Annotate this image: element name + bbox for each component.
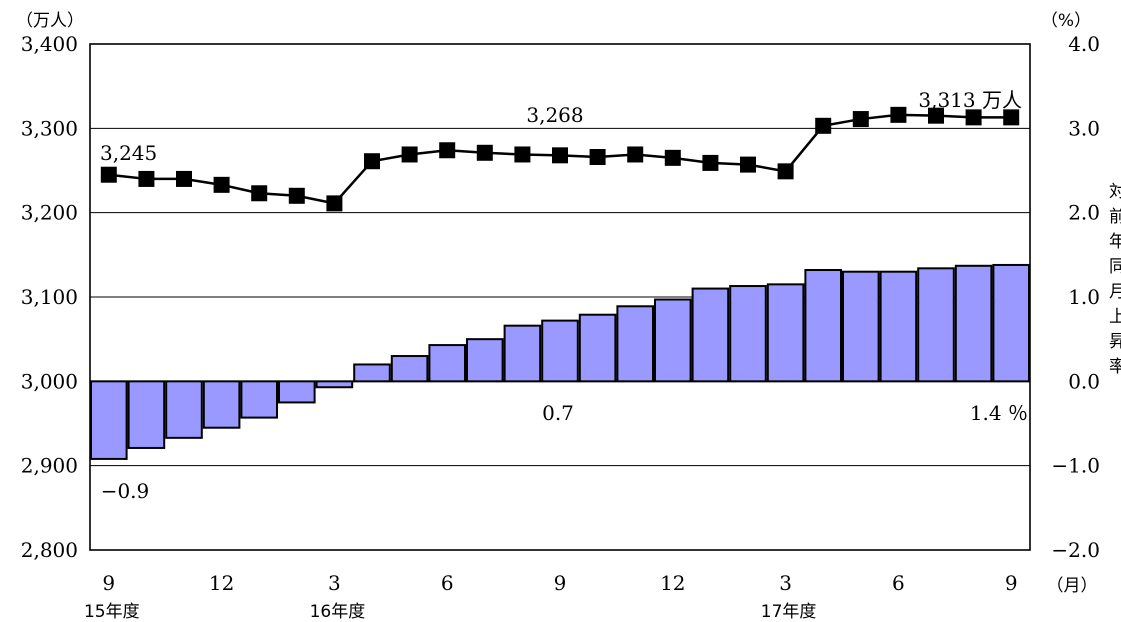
x-tick-label: 9: [102, 571, 115, 595]
bar-11: [616, 305, 655, 383]
bar-3: [315, 380, 354, 389]
right-axis-unit: （%）: [1041, 11, 1091, 31]
bar-5: [390, 355, 429, 383]
x-tick-label: 6: [441, 571, 454, 595]
right-axis-title-char: 同: [1109, 257, 1121, 277]
fiscal-year-label: 16年度: [310, 602, 366, 622]
data-label: 1.4 ％: [970, 401, 1028, 425]
right-axis-title-char: 率: [1109, 357, 1121, 377]
left-tick-label: 3,000: [21, 369, 78, 393]
line-marker-3: [326, 195, 343, 212]
bar-11: [165, 380, 203, 439]
right-axis-title-char: 対: [1109, 182, 1121, 202]
right-axis-title-char: 前: [1109, 207, 1121, 227]
line-marker-12: [213, 176, 230, 193]
right-axis-title-char: 年: [1109, 232, 1121, 252]
bar-3: [766, 283, 805, 383]
x-tick-label: 3: [328, 571, 341, 595]
right-tick-label: −2.0: [1051, 538, 1100, 562]
data-label: 3,268: [526, 103, 583, 127]
bar-10: [127, 380, 166, 449]
left-tick-label: 3,200: [21, 201, 78, 225]
bar-7: [466, 338, 504, 383]
line-marker-12: [664, 149, 681, 166]
line-marker-9: [100, 166, 117, 183]
left-tick-label: 3,400: [21, 32, 78, 56]
x-tick-label: 6: [892, 571, 905, 595]
bar-9: [992, 263, 1031, 383]
line-marker-2: [288, 187, 305, 204]
line-marker-11: [176, 170, 192, 187]
bar-8: [503, 324, 542, 383]
x-axis-unit: （月）: [1047, 576, 1098, 596]
bar-6: [428, 344, 466, 383]
line-marker-5: [401, 146, 418, 163]
line-marker-4: [364, 153, 380, 170]
line-marker-2: [740, 156, 756, 173]
bar-8: [954, 264, 993, 383]
line-marker-4: [815, 117, 832, 134]
bar-9: [541, 319, 579, 383]
left-tick-label: 3,100: [21, 285, 78, 309]
bar-1: [240, 380, 278, 419]
data-label: −0.9: [101, 479, 150, 503]
fiscal-year-label: 17年度: [761, 602, 817, 622]
line-marker-7: [476, 144, 493, 161]
bar-10: [578, 313, 617, 383]
line-marker-1: [251, 185, 268, 202]
right-axis-title-char: 上: [1109, 307, 1121, 327]
right-tick-label: 2.0: [1068, 201, 1100, 225]
x-tick-label: 9: [554, 571, 567, 595]
left-tick-label: 3,300: [21, 116, 78, 140]
right-tick-label: 1.0: [1068, 285, 1100, 309]
line-marker-9: [1003, 109, 1020, 126]
line-marker-6: [439, 142, 456, 159]
right-tick-label: −1.0: [1051, 454, 1100, 478]
line-marker-7: [928, 107, 944, 124]
right-axis-title-char: 月: [1109, 282, 1121, 302]
bar-6: [879, 270, 918, 383]
bar-12: [202, 380, 241, 429]
line-marker-8: [514, 146, 531, 163]
data-label: 3,245: [100, 141, 157, 165]
right-tick-label: 3.0: [1068, 116, 1100, 140]
left-tick-label: 2,800: [21, 538, 78, 562]
bar-12: [654, 298, 692, 383]
x-tick-label: 3: [779, 571, 792, 595]
line-marker-3: [777, 163, 794, 180]
line-marker-9: [552, 147, 568, 164]
line-marker-8: [965, 109, 982, 126]
fiscal-year-label: 15年度: [84, 602, 140, 622]
right-axis-title-char: 昇: [1109, 332, 1121, 352]
bar-4: [804, 269, 843, 383]
right-tick-label: 4.0: [1068, 32, 1100, 56]
right-tick-label: 0.0: [1068, 369, 1100, 393]
line-marker-6: [890, 106, 907, 123]
bar-7: [917, 267, 955, 383]
data-label: 3,313 万人: [918, 88, 1022, 112]
line-marker-11: [627, 146, 644, 163]
left-tick-label: 2,900: [21, 454, 78, 478]
x-tick-label: 12: [660, 571, 685, 595]
data-label: 0.7: [542, 401, 574, 425]
bar-9: [90, 380, 128, 460]
left-axis-unit: （万人）: [16, 11, 84, 31]
line-marker-10: [138, 170, 155, 187]
bar-2: [278, 380, 316, 404]
line-marker-10: [589, 149, 606, 166]
line-marker-1: [702, 154, 719, 171]
plot-border: [89, 43, 1031, 551]
bar-2: [729, 285, 767, 383]
bar-5: [842, 270, 880, 383]
bar-4: [353, 363, 391, 383]
x-tick-label: 12: [209, 571, 234, 595]
bar-1: [691, 287, 730, 383]
right-axis-title: 対前年同月上昇率: [1109, 182, 1121, 377]
x-tick-label: 9: [1005, 571, 1018, 595]
line-marker-5: [852, 111, 869, 128]
